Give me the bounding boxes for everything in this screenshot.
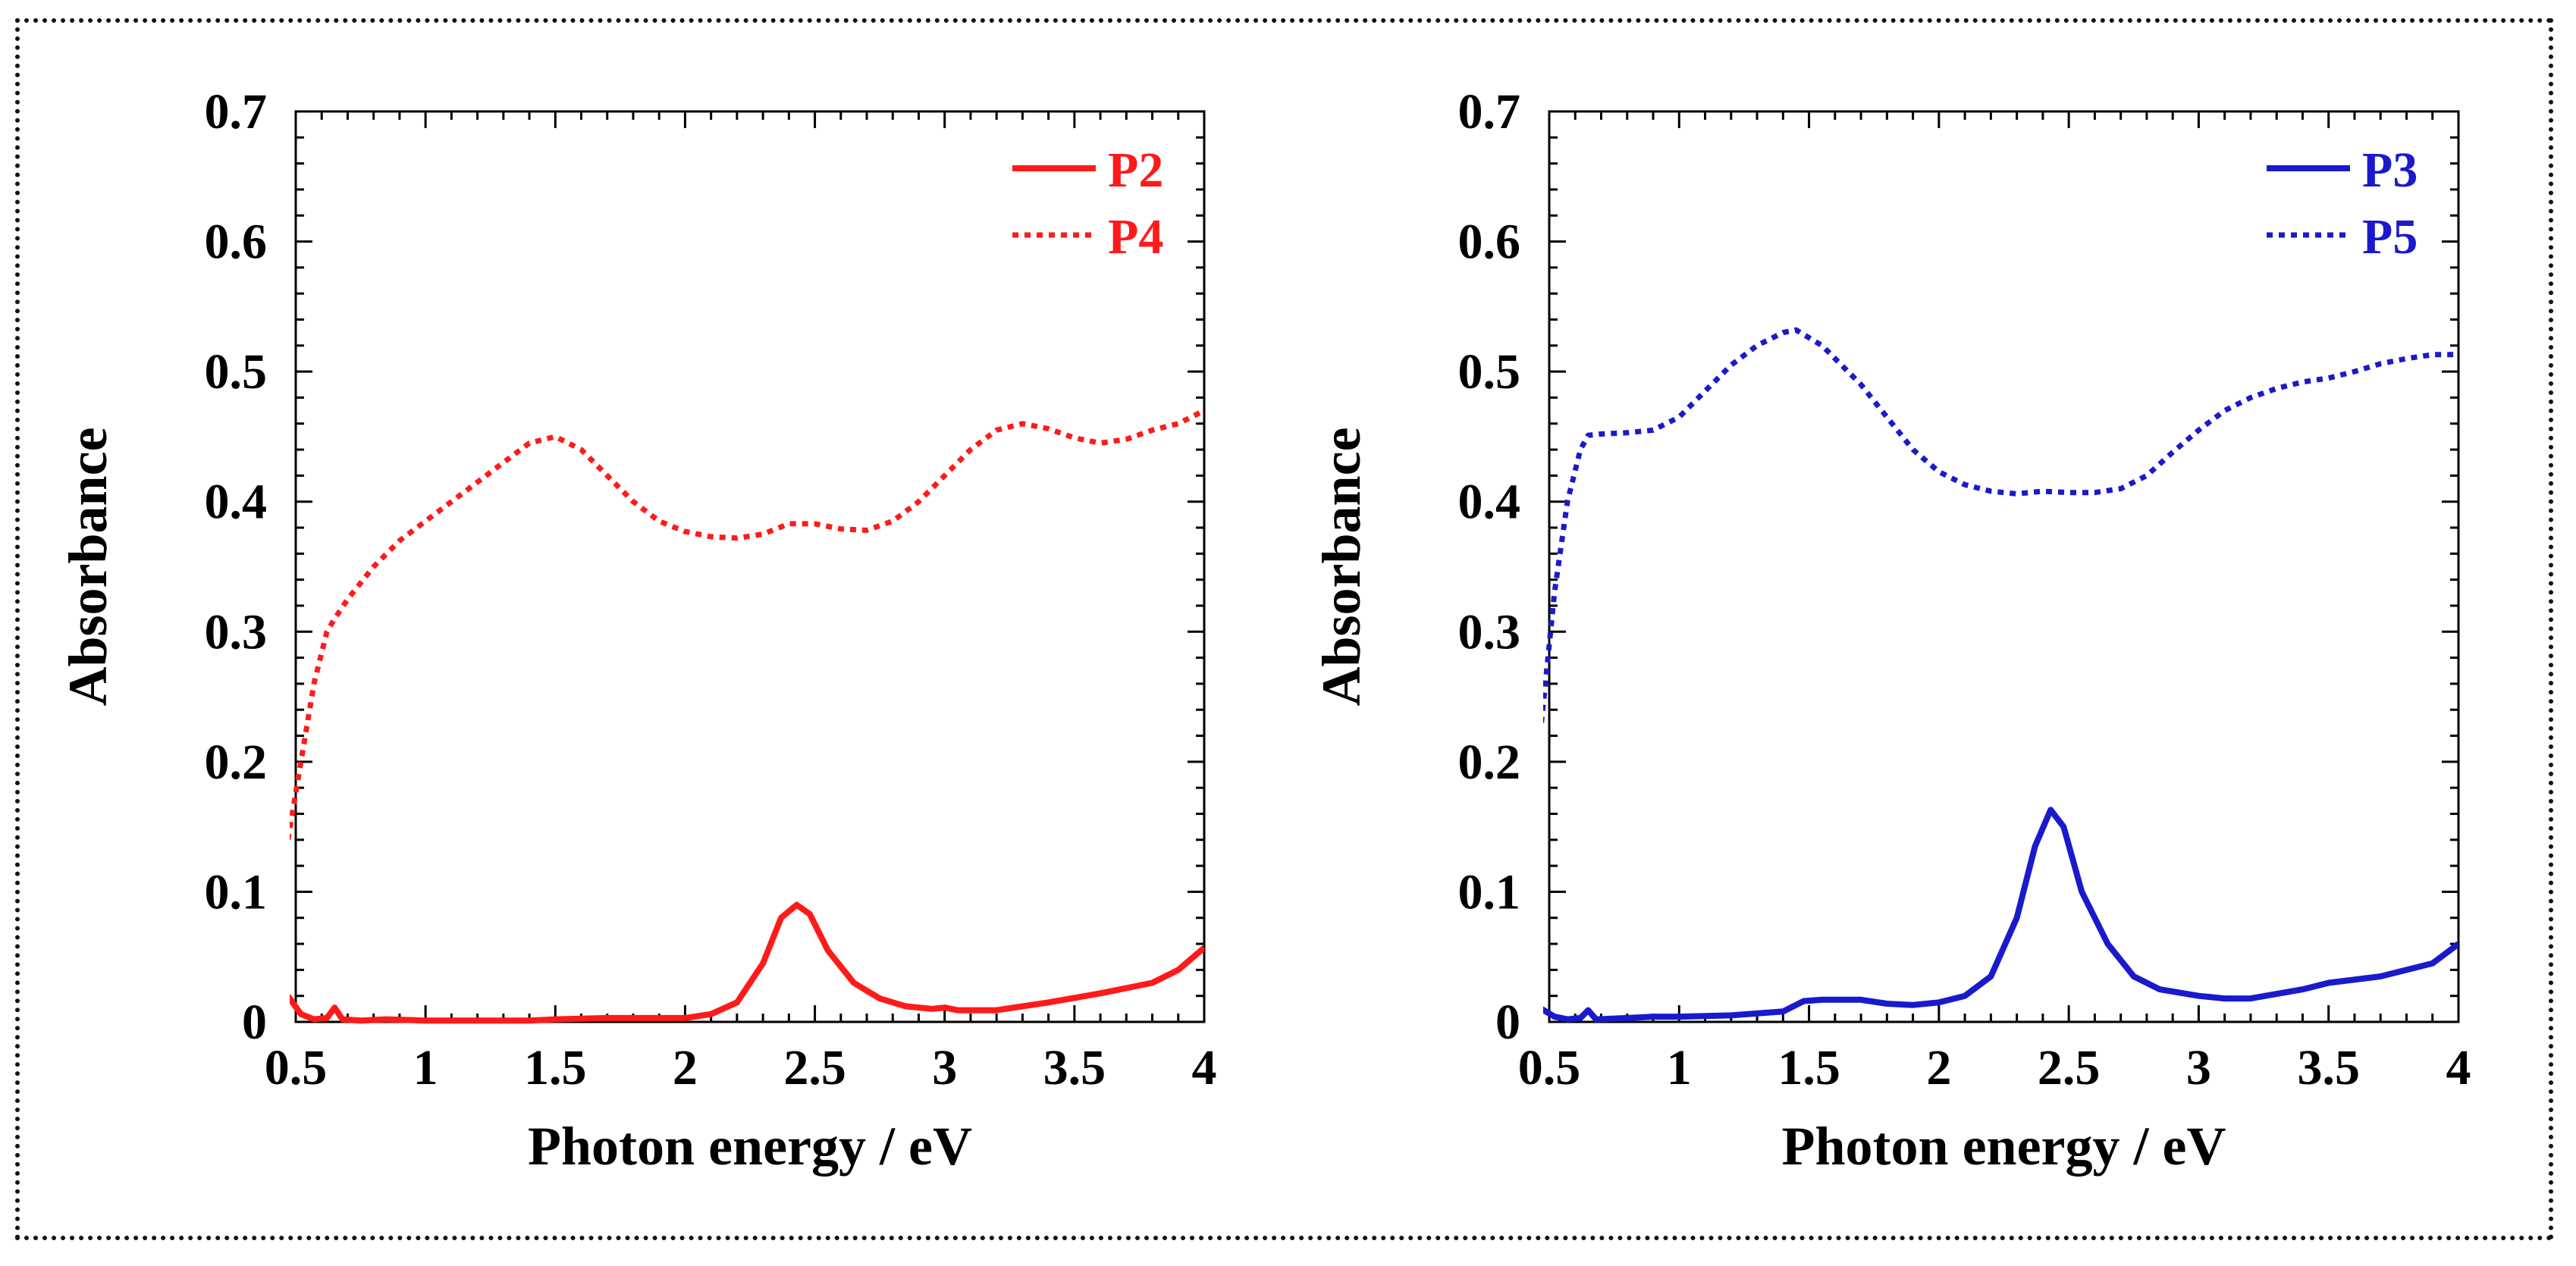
x-tick-label: 1.5 [1777, 1040, 1840, 1095]
x-tick-label: 2.5 [2038, 1040, 2101, 1095]
x-tick-label: 1 [1667, 1040, 1692, 1095]
x-tick-label: 3 [932, 1040, 957, 1095]
y-tick-label: 0.5 [205, 344, 268, 400]
chart-left: 0.5 1 1.5 2 2.5 3 3.5 4 0 0.1 0.2 0.3 0.4 0.5 0.6 0.7 Ph… [58, 84, 1217, 1177]
series-line-p3 [1543, 807, 2458, 1023]
legend-label-p4: P4 [1108, 209, 1163, 265]
y-tick-label: 0.1 [205, 864, 268, 920]
x-tick-label: 0.5 [265, 1040, 328, 1095]
y-tick-label: 0.4 [1458, 475, 1521, 530]
y-tick-label: 0.6 [205, 215, 268, 270]
figure-frame [15, 18, 2553, 1240]
y-axis-label: Absorbance [58, 427, 118, 706]
y-tick-label: 0.4 [205, 475, 268, 530]
y-tick-label: 0.3 [205, 604, 268, 660]
y-tick-label: 0.7 [205, 84, 268, 139]
y-tick-label: 0.2 [205, 735, 268, 790]
legend-label-p5: P5 [2362, 209, 2418, 265]
x-axis-label: Photon energy / eV [1782, 1116, 2226, 1177]
y-tick-label: 0.2 [1458, 735, 1521, 790]
x-tick-label: 3 [2186, 1040, 2211, 1095]
x-tick-label: 1.5 [524, 1040, 587, 1095]
y-tick-label: 0.7 [1458, 84, 1521, 139]
x-tick-label: 1 [413, 1040, 438, 1095]
x-tick-label: 2 [1926, 1040, 1951, 1095]
y-axis-label: Absorbance [1311, 427, 1372, 706]
x-tick-label: 4 [1192, 1040, 1217, 1095]
y-tick-label: 0.6 [1458, 215, 1521, 270]
x-tick-label: 0.5 [1518, 1040, 1581, 1095]
plot-frame [294, 110, 1206, 1023]
y-tick-label: 0 [1495, 995, 1520, 1050]
x-tick-label: 3.5 [2297, 1040, 2360, 1095]
x-tick-label: 3.5 [1043, 1040, 1106, 1095]
x-tick-label: 2 [673, 1040, 698, 1095]
series-group [290, 408, 1204, 1024]
x-tick-label: 2.5 [783, 1040, 846, 1095]
legend-label-p3: P3 [2362, 143, 2418, 198]
series-line-p5 [1543, 327, 2458, 723]
series-group [1543, 327, 2458, 1023]
legend-label-p2: P2 [1108, 143, 1163, 198]
plot-frame [1548, 110, 2460, 1023]
y-tick-label: 0.3 [1458, 604, 1521, 660]
series-line-p4 [290, 408, 1204, 841]
series-line-p2 [290, 901, 1204, 1024]
y-tick-label: 0.1 [1458, 864, 1521, 920]
y-tick-label: 0.5 [1458, 344, 1521, 400]
x-tick-label: 4 [2446, 1040, 2471, 1095]
chart-right: 0.5 1 1.5 2 2.5 3 3.5 4 0 0.1 0.2 0.3 0.4 0.5 0.6 0.7 Ph… [1311, 84, 2471, 1177]
y-tick-label: 0 [242, 995, 267, 1050]
x-axis-label: Photon energy / eV [528, 1116, 972, 1177]
